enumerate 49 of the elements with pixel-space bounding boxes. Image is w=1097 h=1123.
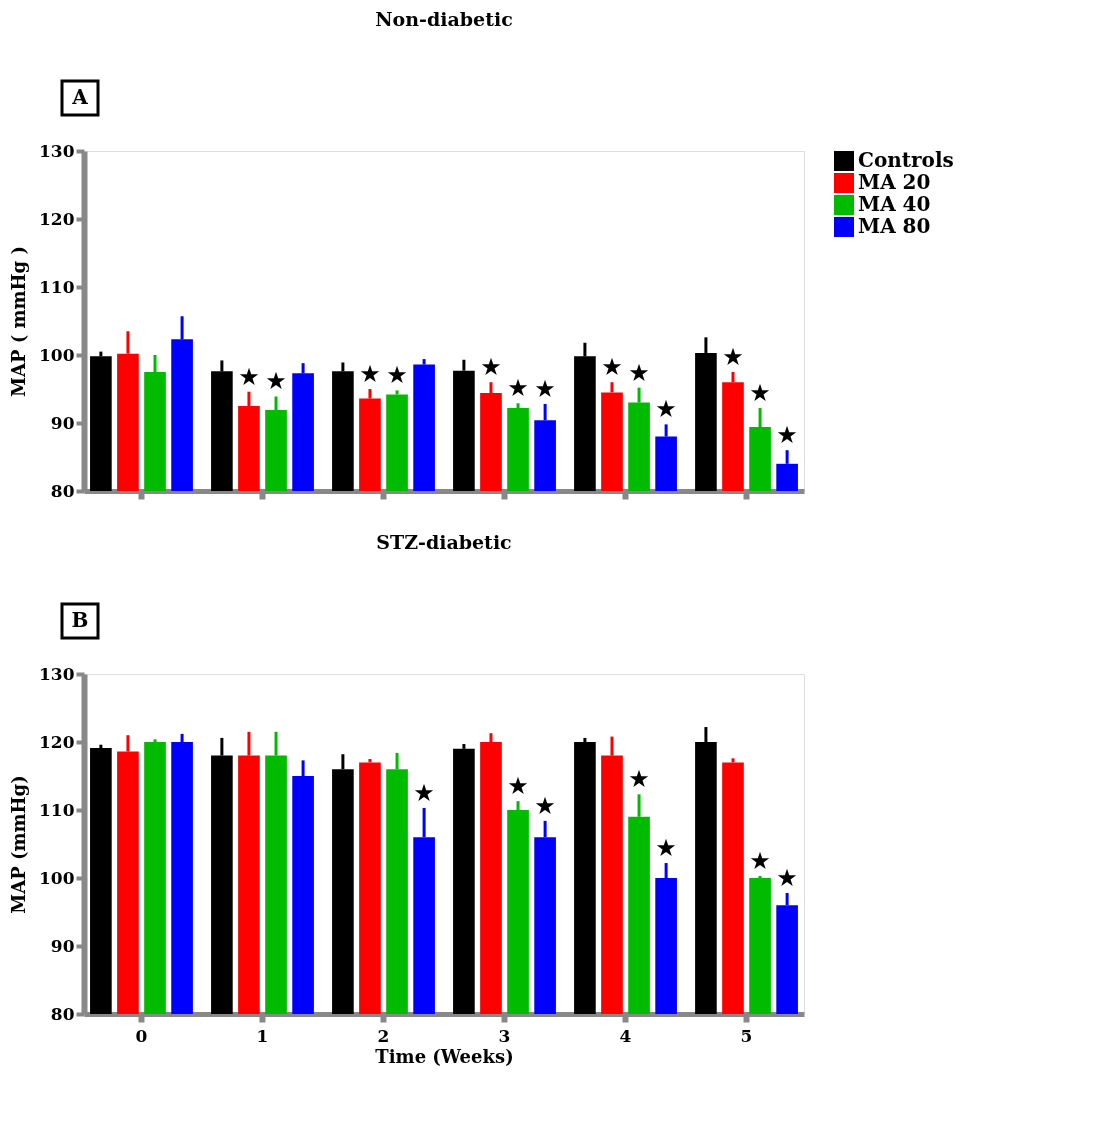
x-tick-label: 4: [619, 1025, 632, 1046]
x-tick-label: 3: [498, 1025, 511, 1046]
y-tick-label: 110: [39, 799, 75, 820]
y-tick-label: 120: [39, 208, 75, 229]
data-label: ★: [507, 772, 529, 801]
data-label: ★: [722, 343, 744, 371]
x-tick-label: 1: [256, 1025, 269, 1046]
data-label: ★: [628, 765, 650, 794]
x-axis-title: Time (Weeks): [375, 1045, 514, 1067]
data-label: ★: [776, 421, 798, 450]
data-label: ★: [480, 353, 502, 382]
chart-title: STZ-diabetic: [376, 530, 512, 553]
chart-title: Non-diabetic: [375, 7, 513, 30]
y-tick-label: 110: [39, 276, 75, 297]
data-label: ★: [413, 778, 435, 807]
x-tick-label: 0: [135, 1025, 148, 1046]
x-tick-label: 5: [740, 1025, 753, 1046]
legend-label: MA 40: [858, 192, 931, 216]
text: A: [71, 85, 89, 109]
data-label: ★: [749, 846, 771, 875]
data-label: ★: [749, 379, 771, 408]
data-label: ★: [238, 362, 260, 391]
data-label: ★: [265, 367, 287, 396]
y-tick-label: 120: [39, 731, 75, 752]
legend-label: MA 20: [858, 170, 931, 194]
data-label: ★: [601, 353, 623, 382]
data-label: ★: [534, 791, 556, 820]
y-tick-label: 80: [50, 1003, 75, 1024]
data-label: ★: [776, 863, 798, 892]
data-label: ★: [359, 360, 381, 388]
y-tick-label: 90: [50, 935, 75, 956]
data-label: ★: [534, 374, 556, 403]
legend-label: Controls: [858, 148, 954, 172]
y-axis-title: MAP (mmHg): [8, 775, 30, 914]
data-label: ★: [507, 374, 529, 403]
y-tick-label: 100: [39, 867, 75, 888]
data-label: ★: [386, 361, 408, 390]
data-label: ★: [628, 358, 650, 387]
legend-label: MA 80: [858, 214, 931, 238]
y-tick-label: 130: [39, 663, 75, 684]
y-tick-label: 100: [39, 344, 75, 365]
x-tick-label: 2: [377, 1025, 390, 1046]
data-label: ★: [655, 395, 677, 424]
y-tick-label: 130: [39, 140, 75, 161]
y-tick-label: 80: [50, 480, 75, 501]
y-axis-title: MAP ( mmHg ): [8, 246, 30, 397]
y-tick-label: 90: [50, 412, 75, 433]
text: B: [71, 608, 89, 632]
data-label: ★: [655, 834, 677, 863]
